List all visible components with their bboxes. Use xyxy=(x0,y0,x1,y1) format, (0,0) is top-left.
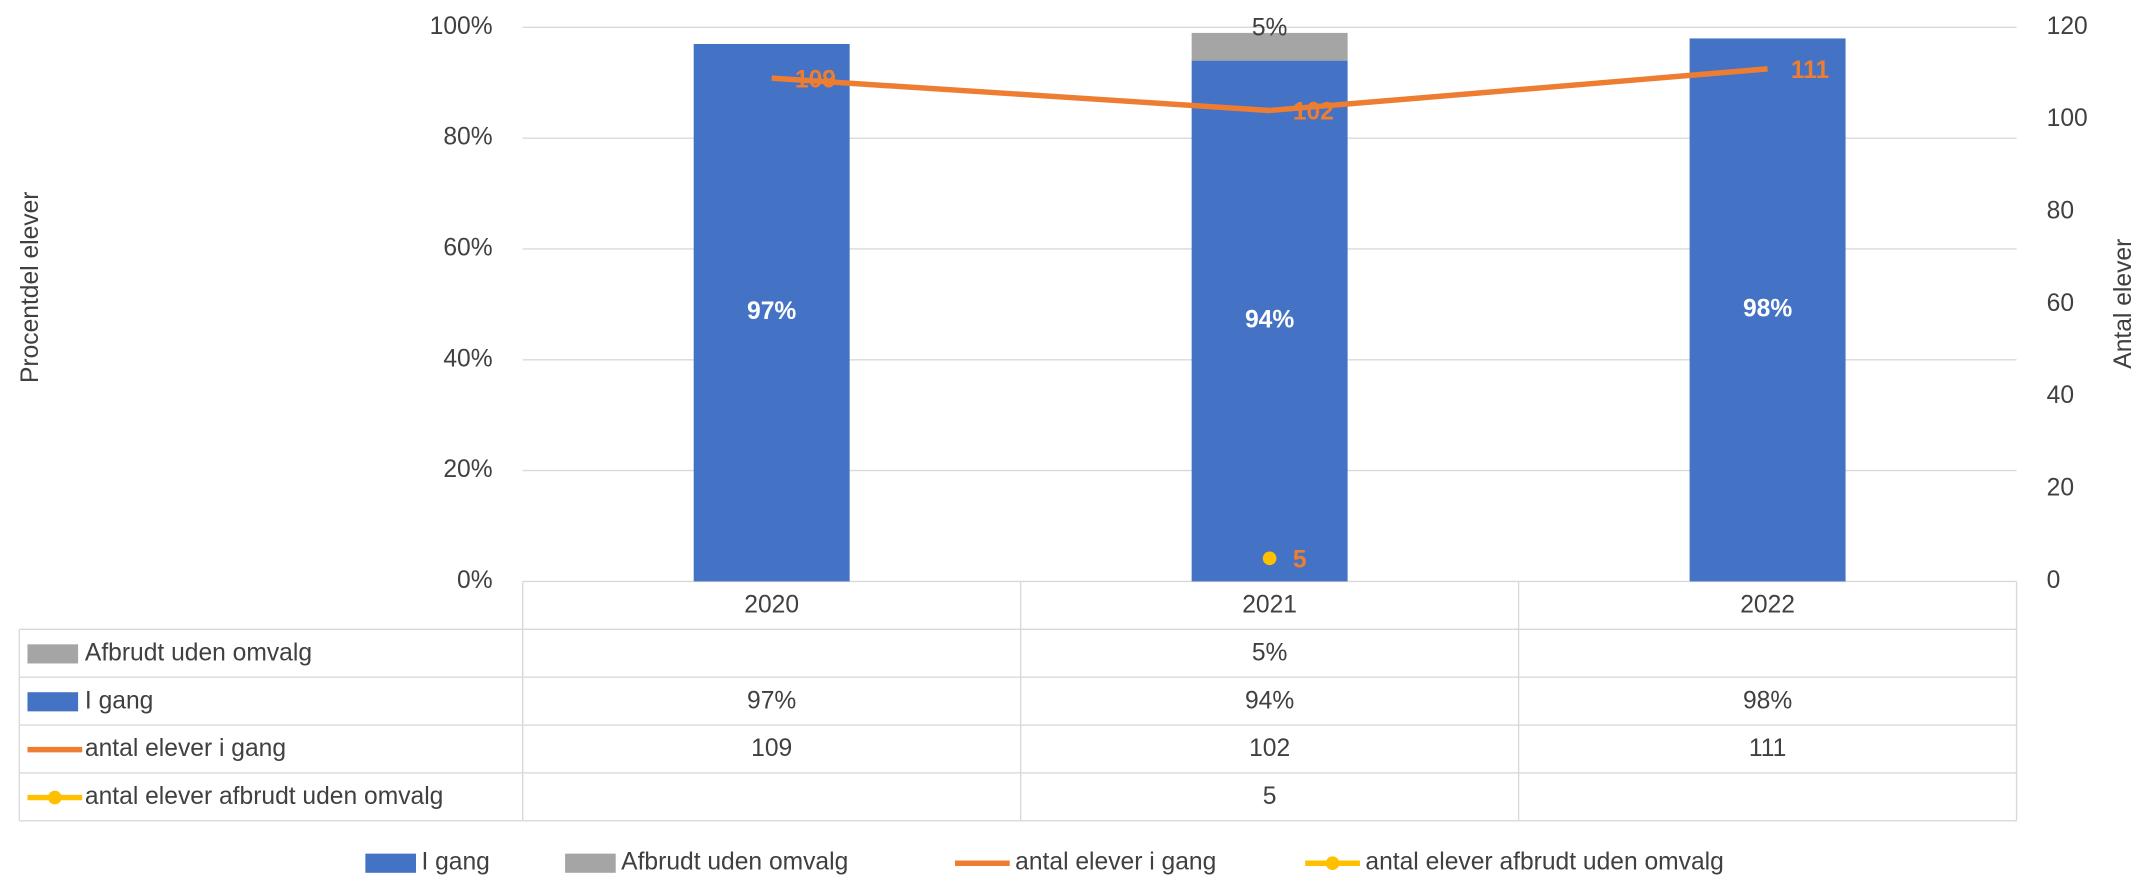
y-tick-label: 20% xyxy=(443,456,492,483)
table-legend-key xyxy=(27,692,79,712)
data-label: 98% xyxy=(1743,295,1792,322)
y-tick-label: 0% xyxy=(457,567,493,594)
table-row-label: antal elever afbrudt uden omvalg xyxy=(85,783,443,810)
table-row-label: I gang xyxy=(85,687,153,714)
data-label: 5 xyxy=(1293,547,1307,574)
y2-tick-label: 20 xyxy=(2047,475,2074,502)
table-legend-key xyxy=(47,790,62,805)
legend-key xyxy=(365,853,416,873)
data-label: 109 xyxy=(795,66,836,93)
legend-key xyxy=(565,853,616,873)
y2-tick-label: 40 xyxy=(2047,382,2074,409)
table-cell: 111 xyxy=(1749,735,1786,762)
y-axis-title: Procentdel elever xyxy=(17,192,44,384)
table-cell: 94% xyxy=(1245,687,1294,714)
y-tick-label: 40% xyxy=(443,345,492,372)
table-cell: 5% xyxy=(1252,639,1288,666)
data-label: 94% xyxy=(1245,307,1294,334)
data-label: 102 xyxy=(1293,99,1334,126)
y2-tick-label: 0 xyxy=(2047,567,2061,594)
y-tick-label: 60% xyxy=(443,234,492,261)
table-row-label: Afbrudt uden omvalg xyxy=(85,639,312,666)
x-tick-label: 2022 xyxy=(1740,592,1795,619)
y2-tick-label: 100 xyxy=(2047,105,2088,132)
table-cell: 5 xyxy=(1263,783,1277,810)
legend-key xyxy=(1325,856,1340,871)
y-tick-label: 80% xyxy=(443,124,492,151)
bar xyxy=(1689,38,1846,582)
legend-label: I gang xyxy=(421,849,489,876)
y-tick-label: 100% xyxy=(430,13,493,40)
bar xyxy=(693,43,850,582)
data-table-frame xyxy=(18,581,2018,822)
y2-tick-label: 120 xyxy=(2047,13,2088,40)
table-legend-key xyxy=(27,644,79,664)
table-cell: 98% xyxy=(1743,687,1792,714)
data-label: 111 xyxy=(1791,57,1829,84)
y2-axis-title: Antal elever xyxy=(2110,239,2137,369)
marker xyxy=(1262,551,1277,566)
table-cell: 97% xyxy=(747,687,796,714)
table-cell: 109 xyxy=(751,735,792,762)
data-label: 97% xyxy=(747,298,796,325)
y2-tick-label: 80 xyxy=(2047,198,2074,225)
table-row-label: antal elever i gang xyxy=(85,735,286,762)
y2-tick-label: 60 xyxy=(2047,290,2074,317)
line xyxy=(771,66,1768,114)
x-tick-label: 2020 xyxy=(744,592,799,619)
table-cell: 102 xyxy=(1249,735,1290,762)
bar xyxy=(1191,60,1348,582)
legend-label: antal elever i gang xyxy=(1015,849,1216,876)
legend-label: antal elever afbrudt uden omvalg xyxy=(1365,849,1723,876)
x-tick-label: 2021 xyxy=(1242,592,1297,619)
legend-label: Afbrudt uden omvalg xyxy=(621,849,848,876)
bar xyxy=(1191,32,1348,61)
data-label: 5% xyxy=(1252,14,1288,41)
